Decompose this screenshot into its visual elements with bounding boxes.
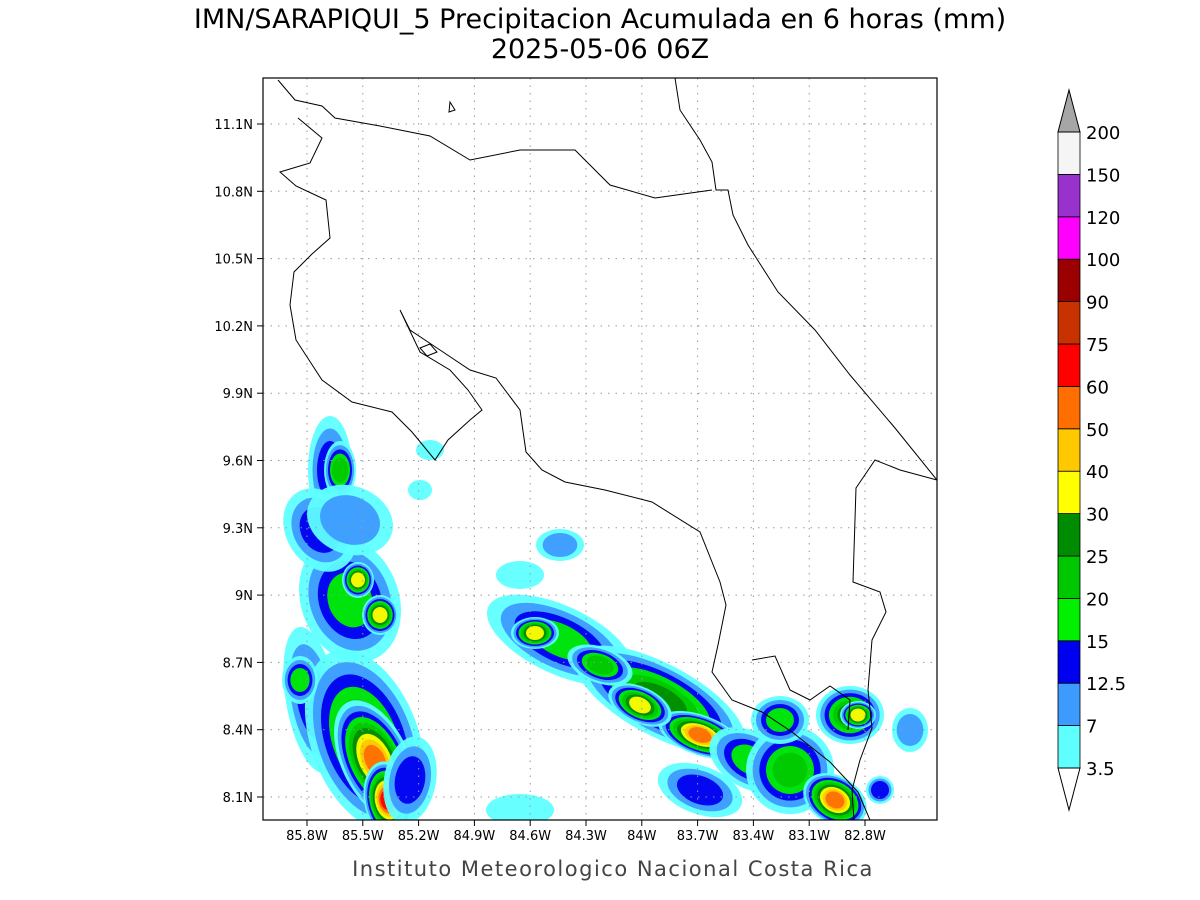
precip-contour: [825, 791, 845, 809]
colorbar-label: 15: [1086, 632, 1109, 653]
precip-contour: [526, 626, 544, 640]
pacific-coast: [278, 117, 871, 820]
graticule: 11.1N 10.8N 10.5N 10.2N 9.9N 9.6N 9.3N 9N 8.7N 8.…: [214, 78, 937, 844]
panama-border: [851, 459, 937, 820]
lat-tick-label: 10.2N: [214, 320, 253, 335]
colorbar-segment: [1057, 682, 1081, 727]
lat-tick-label: 9.6N: [223, 455, 253, 470]
precip-contour: [542, 533, 578, 557]
colorbar-segment: [1057, 258, 1081, 303]
colorbar-segment: [1057, 131, 1081, 175]
precip-contour: [629, 696, 651, 714]
colorbar-segment: [1057, 640, 1081, 684]
lon-tick-label: 83.1W: [788, 829, 830, 844]
precip-contour: [871, 781, 889, 799]
colorbar-label: 100: [1086, 250, 1120, 271]
colorbar-label: 90: [1086, 293, 1109, 314]
osa-coast: [751, 655, 851, 731]
lon-tick-label: 84.3W: [565, 829, 607, 844]
precip-contour: [394, 756, 426, 804]
nicaragua-border: [277, 79, 713, 199]
island: [419, 100, 456, 357]
subtitle: 2025-05-06 06Z: [491, 34, 709, 65]
colorbar-over: [1057, 88, 1081, 133]
colorbar-under: [1057, 767, 1081, 812]
lon-tick-label: 85.5W: [342, 829, 384, 844]
colorbar-segment: [1057, 725, 1081, 769]
colorbar-segment: [1057, 598, 1081, 642]
lon-tick-label: 85.2W: [398, 829, 440, 844]
lat-tick-label: 8.1N: [223, 791, 253, 806]
lon-tick-label: 83.4W: [732, 829, 774, 844]
lon-tick-label: 83.7W: [677, 829, 719, 844]
precip-contour: [416, 440, 444, 460]
precip-contour: [896, 714, 924, 746]
colorbar-label: 200: [1086, 123, 1120, 144]
lon-tick-label: 84.6W: [509, 829, 551, 844]
precipitation-field: [282, 416, 928, 820]
colorbar-segment: [1057, 385, 1081, 430]
precip-contour: [332, 457, 348, 483]
colorbar-label: 25: [1086, 547, 1109, 568]
colorbar-label: 50: [1086, 420, 1109, 441]
colorbar-segment: [1057, 555, 1081, 599]
lat-tick-label: 9.9N: [223, 387, 253, 402]
precip-contour: [408, 480, 432, 500]
precip-contour: [850, 708, 866, 722]
precip-contour: [320, 495, 380, 545]
colorbar-label: 12.5: [1086, 674, 1126, 695]
lon-tick-label: 85.8W: [286, 829, 328, 844]
map-frame: [262, 77, 938, 821]
precip-contour: [290, 668, 310, 692]
lon-tick-label: 82.8W: [844, 829, 886, 844]
colorbar-segment: [1057, 301, 1081, 345]
lat-tick-label: 9.3N: [223, 522, 253, 537]
colorbar-label: 3.5: [1086, 759, 1115, 780]
colorbar-segment: [1057, 343, 1081, 387]
precip-contour: [772, 752, 808, 788]
footer: Instituto Meteorologico Nacional Costa R…: [352, 857, 874, 881]
colorbar-segment: [1057, 173, 1081, 218]
lat-tick-label: 8.7N: [223, 656, 253, 671]
lat-tick-label: 9N: [235, 589, 253, 604]
precip-contour: [676, 774, 724, 806]
precip-contour: [486, 794, 554, 820]
lat-tick-label: 10.5N: [214, 253, 253, 268]
colorbar-segment: [1057, 428, 1081, 472]
precip-contour: [351, 572, 365, 588]
colorbar-label: 150: [1086, 165, 1120, 186]
colorbar-label: 120: [1086, 208, 1120, 229]
colorbar-label: 40: [1086, 462, 1109, 483]
colorbar-segment: [1057, 470, 1081, 515]
lat-tick-label: 11.1N: [214, 118, 253, 133]
lon-tick-label: 84W: [627, 829, 657, 844]
lat-tick-label: 8.4N: [223, 724, 253, 739]
colorbar: 3.5 7 12.5 15 20 25 30 40 50 60 75 90 100 120 150 200: [1057, 88, 1126, 812]
caribbean-coast: [674, 78, 937, 481]
precip-contour: [586, 655, 614, 675]
colorbar-segment: [1057, 513, 1081, 557]
precip-contour: [688, 727, 712, 743]
precip-contour: [496, 561, 544, 589]
title: IMN/SARAPIQUI_5 Precipitacion Acumulada …: [194, 4, 1006, 35]
colorbar-label: 30: [1086, 505, 1109, 526]
lat-tick-label: 10.8N: [214, 185, 253, 200]
precip-contour: [766, 708, 794, 732]
colorbar-label: 20: [1086, 589, 1109, 610]
precip-contour: [372, 607, 388, 623]
lon-tick-label: 84.9W: [453, 829, 495, 844]
coastlines: [277, 78, 937, 820]
colorbar-label: 75: [1086, 335, 1109, 356]
colorbar-segment: [1057, 216, 1081, 260]
colorbar-label: 60: [1086, 377, 1109, 398]
colorbar-label: 7: [1086, 717, 1097, 738]
